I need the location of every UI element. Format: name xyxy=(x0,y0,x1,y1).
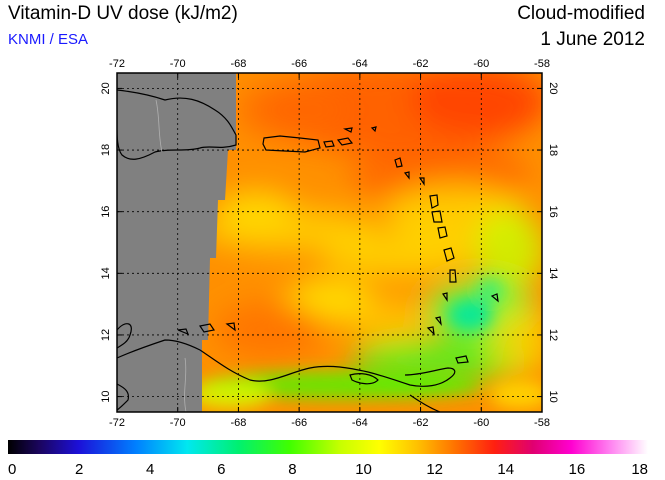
lat-tick-label: 12 xyxy=(100,329,112,341)
lat-tick-label: 10 xyxy=(547,390,559,402)
colorbar-label: 2 xyxy=(75,461,83,478)
map-title: Vitamin-D UV dose (kJ/m2) xyxy=(8,3,238,24)
map-frame xyxy=(116,72,543,413)
colorbar-labels: 0 2 4 6 8 10 12 14 16 18 xyxy=(8,461,648,478)
lon-tick-label: -60 xyxy=(473,58,489,70)
lon-tick-label: -58 xyxy=(534,417,550,429)
lat-tick-label: 16 xyxy=(100,206,112,218)
lon-tick-label: -66 xyxy=(291,417,307,429)
colorbar-label: 0 xyxy=(8,461,16,478)
lon-tick-label: -68 xyxy=(230,58,246,70)
colorbar-label: 16 xyxy=(569,461,586,478)
lon-tick-label: -58 xyxy=(534,58,550,70)
lat-tick-label: 18 xyxy=(547,144,559,156)
lon-tick-label: -68 xyxy=(230,417,246,429)
product-label: Cloud-modified xyxy=(517,3,645,24)
colorbar-label: 10 xyxy=(355,461,372,478)
lat-tick-label: 20 xyxy=(100,82,112,94)
colorbar-label: 6 xyxy=(217,461,225,478)
uv-dose-field xyxy=(117,73,542,412)
lon-tick-label: -70 xyxy=(170,58,186,70)
map-ticks: -72 -72 -70 -70 -68 -68 -66 -66 -64 -64 -62 -62 -60 -… xyxy=(100,58,559,429)
lon-tick-label: -62 xyxy=(413,417,429,429)
lon-tick-label: -64 xyxy=(352,417,368,429)
lat-tick-label: 18 xyxy=(100,144,112,156)
lat-tick-label: 12 xyxy=(547,329,559,341)
lon-tick-label: -62 xyxy=(413,58,429,70)
lon-tick-label: -60 xyxy=(473,417,489,429)
lat-tick-label: 10 xyxy=(100,390,112,402)
lon-tick-label: -66 xyxy=(291,58,307,70)
coastlines xyxy=(117,89,499,412)
colorbar-label: 4 xyxy=(146,461,154,478)
lon-tick-label: -72 xyxy=(109,58,125,70)
colorbar-label: 14 xyxy=(497,461,514,478)
colorbar-label: 8 xyxy=(288,461,296,478)
colorbar-label: 12 xyxy=(426,461,443,478)
colorbar xyxy=(8,440,648,454)
no-data-region xyxy=(117,73,236,412)
lon-tick-label: -70 xyxy=(170,417,186,429)
lat-tick-label: 16 xyxy=(547,206,559,218)
borders xyxy=(155,99,187,412)
colorbar-label: 18 xyxy=(631,461,648,478)
lat-tick-label: 14 xyxy=(547,267,559,279)
lat-tick-label: 20 xyxy=(547,82,559,94)
data-source-label: KNMI / ESA xyxy=(8,31,89,48)
lon-tick-label: -72 xyxy=(109,417,125,429)
lat-tick-label: 14 xyxy=(100,267,112,279)
date-label: 1 June 2012 xyxy=(540,29,645,50)
lon-tick-label: -64 xyxy=(352,58,368,70)
